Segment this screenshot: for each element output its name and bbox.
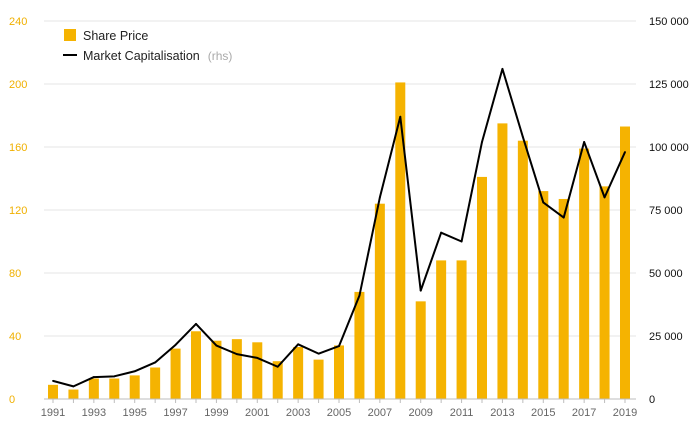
y-left-tick-label: 200 [9, 79, 27, 91]
market-cap-point [338, 345, 340, 347]
y-right-tick-label: 75 000 [649, 205, 683, 217]
share-price-bar [109, 378, 120, 399]
share-price-bar [579, 148, 590, 399]
axes: 0 40 80 120 160 200 240 0 25 000 50 000 75 000 100 … [9, 16, 689, 419]
share-price-bar [558, 198, 569, 399]
x-tick-label: 1993 [82, 407, 106, 419]
share-price-bar [313, 359, 324, 400]
market-cap-point [481, 141, 483, 143]
share-price-bar [191, 331, 201, 399]
y-left-tick-label: 240 [9, 16, 27, 28]
share-price-bar [538, 191, 549, 399]
market-cap-point [235, 353, 238, 356]
share-price-bar [211, 340, 222, 399]
share-price-bar [497, 123, 508, 400]
market-cap-point [297, 343, 300, 346]
market-cap-point [419, 289, 422, 292]
y-left-tick-label: 160 [9, 142, 27, 154]
market-cap-point [195, 323, 197, 325]
y-left-tick-label: 40 [9, 331, 21, 343]
share-price-bar [68, 389, 79, 399]
market-cap-point [92, 376, 95, 378]
share-price-bar [436, 260, 447, 399]
share-price-bar [272, 361, 283, 399]
y-right-tick-label: 25 000 [649, 331, 683, 343]
market-cap-point [113, 375, 116, 378]
x-tick-label: 2001 [245, 407, 269, 419]
market-cap-point [154, 361, 157, 364]
share-price-bar [477, 176, 487, 399]
x-tick-label: 2003 [286, 407, 310, 419]
market-cap-point [624, 151, 626, 153]
legend-label-market-cap: Market Capitalisation (rhs) [83, 47, 232, 64]
legend-market-cap-note: (rhs) [208, 49, 233, 63]
share-price-bar [150, 367, 161, 399]
market-cap-line [52, 67, 626, 388]
x-tick-label: 1995 [122, 407, 146, 419]
x-tick-label: 2011 [450, 407, 474, 419]
y-right-tick-label: 150 000 [649, 16, 689, 28]
market-cap-point [440, 231, 443, 234]
x-tick-label: 2017 [572, 407, 596, 419]
share-price-bar [395, 82, 406, 400]
x-tick-label: 2015 [531, 407, 555, 419]
share-price-bar [334, 345, 344, 399]
legend: Share Price Market Capitalisation (rhs) [63, 29, 232, 64]
legend-market-cap-text: Market Capitalisation [83, 49, 200, 63]
market-cap-point [72, 385, 75, 388]
market-cap-point [256, 357, 259, 359]
share-price-bar [456, 260, 467, 399]
share-price-bars [48, 82, 630, 400]
share-price-bar [620, 126, 630, 400]
legend-label-share-price: Share Price [83, 29, 148, 43]
share-price-bar [129, 375, 140, 400]
y-left-tick-label: 0 [9, 394, 15, 406]
market-cap-point [399, 115, 402, 118]
x-tick-label: 2005 [327, 407, 351, 419]
y-right-tick-label: 100 000 [649, 142, 689, 154]
share-price-bar [599, 186, 610, 400]
share-price-bar [88, 378, 99, 399]
gridlines [44, 20, 636, 337]
market-cap-point [276, 365, 279, 368]
market-cap-point [583, 141, 586, 143]
market-cap-point [378, 196, 381, 199]
x-tick-label: 2009 [408, 407, 432, 419]
share-price-bar [354, 291, 365, 399]
y-right-tick-label: 125 000 [649, 79, 689, 91]
x-tick-label: 1997 [163, 407, 187, 419]
market-cap-point [358, 294, 361, 297]
x-tick-label: 2013 [490, 407, 514, 419]
x-tick-label: 1991 [41, 407, 65, 419]
share-price-bar [48, 384, 58, 399]
market-cap-point [562, 216, 565, 219]
market-cap-point [521, 136, 524, 138]
market-cap-point [215, 344, 218, 347]
x-tick-label: 2019 [613, 407, 637, 419]
share-price-bar [517, 140, 528, 399]
market-cap-point [603, 196, 606, 199]
share-price-bar [252, 342, 263, 399]
y-left-tick-label: 80 [9, 268, 21, 280]
market-cap-point [174, 343, 177, 346]
market-cap-point [317, 352, 320, 355]
x-tick-label: 1999 [204, 407, 228, 419]
legend-swatch-share-price [64, 29, 76, 41]
share-price-bar [293, 347, 304, 399]
share-price-bar [231, 339, 242, 399]
market-cap-point [501, 67, 504, 70]
y-left-tick-label: 120 [9, 205, 27, 217]
market-cap-point [542, 201, 545, 204]
share-price-bar [415, 301, 426, 399]
share-price-bar [170, 348, 181, 399]
y-right-tick-label: 50 000 [649, 268, 683, 280]
market-cap-point [460, 240, 463, 243]
market-cap-point [133, 370, 136, 373]
share-price-bar [374, 203, 385, 399]
market-cap-point [52, 379, 54, 382]
x-tick-label: 2007 [368, 407, 392, 419]
y-right-tick-label: 0 [649, 394, 655, 406]
